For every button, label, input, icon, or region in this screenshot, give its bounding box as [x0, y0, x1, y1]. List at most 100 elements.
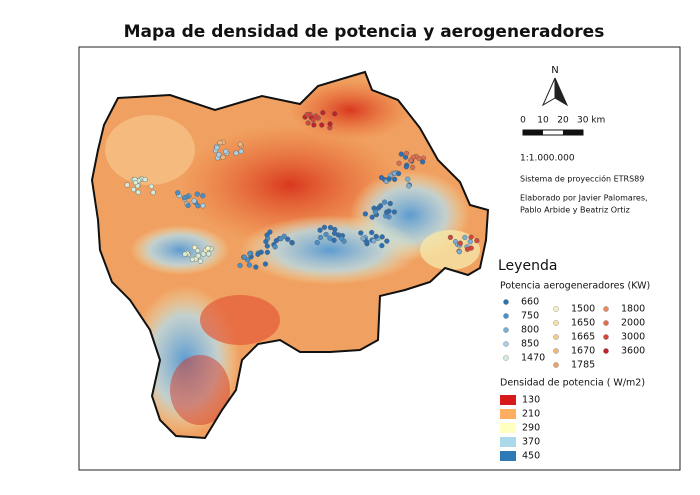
turbine-point	[305, 120, 311, 126]
turbine-point	[194, 247, 201, 254]
turbine-point	[310, 117, 316, 123]
north-label: N	[551, 65, 558, 76]
turbine-point	[327, 235, 333, 241]
turbine-legend-title: Potencia aerogeneradores (KW)	[500, 281, 650, 292]
turbine-point	[189, 256, 196, 263]
density-swatch	[500, 409, 516, 419]
turbine-point	[362, 211, 368, 217]
turbine-point	[272, 244, 278, 250]
turbine-point	[360, 235, 366, 242]
scale-label: 0	[520, 116, 526, 126]
turbine-point	[317, 234, 324, 241]
turbine-point	[373, 233, 379, 240]
density-label: 450	[522, 451, 540, 462]
turbine-point	[468, 234, 474, 240]
turbine-label: 1650	[571, 318, 595, 329]
density-label: 130	[522, 395, 540, 406]
turbine-point	[467, 239, 473, 245]
turbine-point	[420, 159, 426, 165]
turbine-point	[185, 202, 191, 209]
turbine-point	[194, 191, 200, 197]
turbine-point	[447, 234, 454, 240]
turbine-point	[474, 238, 480, 244]
turbine-point	[320, 110, 326, 116]
map-frame	[78, 46, 681, 471]
turbine-label: 1665	[571, 332, 595, 343]
turbine-point	[377, 203, 384, 209]
turbine-point	[462, 234, 468, 241]
density-label: 290	[522, 423, 540, 434]
turbine-point	[371, 238, 377, 244]
turbine-point	[323, 231, 329, 238]
density-legend-title: Densidad de potencia ( W/m2)	[500, 378, 645, 389]
density-label: 370	[522, 437, 540, 448]
turbine-point	[285, 236, 291, 242]
turbine-point	[398, 151, 404, 157]
turbine-point	[372, 209, 378, 215]
turbine-point	[205, 245, 211, 251]
density-swatch	[500, 395, 516, 405]
turbine-point	[313, 113, 319, 119]
turbine-point	[317, 227, 323, 233]
turbine-point	[246, 262, 252, 268]
credits: Elaborado por Javier Palomares,	[520, 194, 648, 203]
scale-label: 30 km	[577, 116, 605, 126]
turbine-point	[262, 261, 269, 267]
turbine-point	[233, 150, 239, 156]
turbine-point	[311, 122, 317, 128]
turbine-point	[238, 148, 244, 154]
turbine-point	[278, 236, 284, 242]
turbine-point	[386, 176, 392, 182]
turbine-point	[241, 254, 248, 260]
turbine-point	[382, 199, 388, 205]
density-raster	[92, 72, 488, 438]
turbine-point	[319, 122, 325, 128]
turbine-symbol	[553, 320, 559, 326]
turbine-symbol	[503, 313, 509, 319]
turbine-symbol	[553, 348, 559, 354]
credits: Pablo Arbide y Beatriz Ortiz	[520, 206, 630, 215]
turbine-symbol	[553, 306, 559, 312]
density-swatch	[500, 437, 516, 447]
turbine-point	[314, 239, 320, 246]
turbine-point	[369, 214, 375, 220]
scale-text: 1:1.000.000	[520, 154, 575, 164]
turbine-point	[214, 145, 220, 151]
turbine-point	[384, 209, 390, 215]
turbine-point	[263, 239, 269, 245]
turbine-point	[327, 121, 333, 127]
turbine-label: 660	[521, 297, 539, 308]
turbine-label: 850	[521, 339, 539, 350]
turbine-point	[253, 264, 259, 270]
turbine-point	[205, 251, 212, 257]
turbine-label: 1500	[571, 304, 595, 315]
turbine-symbol	[603, 348, 609, 354]
turbine-symbol	[503, 341, 509, 347]
turbine-point	[327, 224, 334, 231]
turbine-point	[332, 226, 338, 233]
turbine-point	[289, 240, 295, 246]
turbine-point	[200, 193, 206, 199]
turbine-label: 3600	[621, 346, 645, 357]
scale-bar	[522, 129, 584, 136]
turbine-point	[403, 150, 410, 156]
turbine-point	[264, 232, 270, 238]
turbine-point	[150, 189, 156, 196]
turbine-point	[132, 180, 139, 186]
turbine-point	[335, 232, 342, 238]
turbine-point	[395, 170, 402, 177]
turbine-point	[304, 111, 310, 118]
turbine-point	[223, 148, 229, 154]
turbine-point	[182, 251, 188, 257]
turbine-point	[197, 258, 204, 264]
turbine-point	[217, 139, 223, 146]
turbine-symbol	[603, 306, 609, 312]
turbine-symbol	[603, 320, 609, 326]
turbine-point	[247, 251, 253, 257]
turbine-symbol	[553, 362, 559, 368]
density-swatch	[500, 423, 516, 433]
turbine-point	[264, 249, 271, 255]
turbine-label: 1785	[571, 360, 595, 371]
turbine-point	[220, 154, 226, 160]
